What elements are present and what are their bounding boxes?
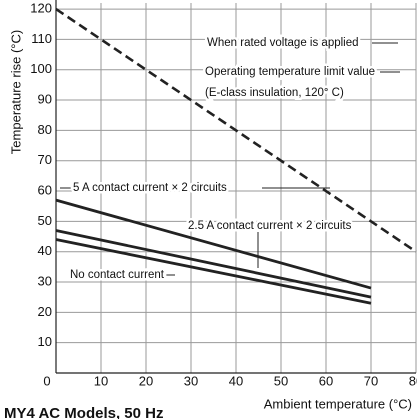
- x-tick-label: 60: [319, 373, 333, 388]
- y-tick-label: 10: [38, 334, 52, 349]
- y-tick-label: 40: [38, 243, 52, 258]
- x-tick-label: 30: [184, 373, 198, 388]
- y-tick-label: 30: [38, 273, 52, 288]
- x-axis-label: Ambient temperature (°C): [264, 396, 412, 411]
- x-tick-label: 10: [94, 373, 108, 388]
- series-label: 5 A contact current × 2 circuits: [73, 182, 227, 194]
- annotation: (E-class insulation, 120° C): [205, 87, 344, 99]
- x-tick-label: 0: [43, 373, 50, 388]
- data-line: [55, 238, 372, 305]
- y-tick-label: 20: [38, 304, 52, 319]
- series-label: When rated voltage is applied: [207, 37, 359, 49]
- annotation: Operating temperature limit value: [205, 66, 375, 78]
- x-tick-label: 70: [364, 373, 378, 388]
- x-tick-label: 40: [229, 373, 243, 388]
- data-line: [55, 229, 372, 299]
- data-line: [55, 7, 417, 253]
- x-tick-label: 20: [139, 373, 153, 388]
- y-axis-label: Temperature rise (°C): [8, 30, 23, 154]
- series-label: 2.5 A contact current × 2 circuits: [188, 220, 352, 232]
- data-line: [55, 198, 372, 290]
- series-label: No contact current: [70, 269, 165, 281]
- y-tick-label: 100: [30, 61, 52, 76]
- footer: MY4 AC Models, 50 Hz: [4, 405, 163, 419]
- x-tick-label: 80: [409, 373, 417, 388]
- y-tick-label: 120: [30, 1, 52, 16]
- y-tick-label: 110: [31, 31, 52, 46]
- y-tick-label: 90: [38, 91, 52, 106]
- y-tick-label: 80: [38, 122, 52, 137]
- y-tick-label: 50: [38, 213, 52, 228]
- y-tick-label: 60: [38, 182, 52, 197]
- y-tick-label: 70: [38, 152, 52, 167]
- x-tick-label: 50: [274, 373, 288, 388]
